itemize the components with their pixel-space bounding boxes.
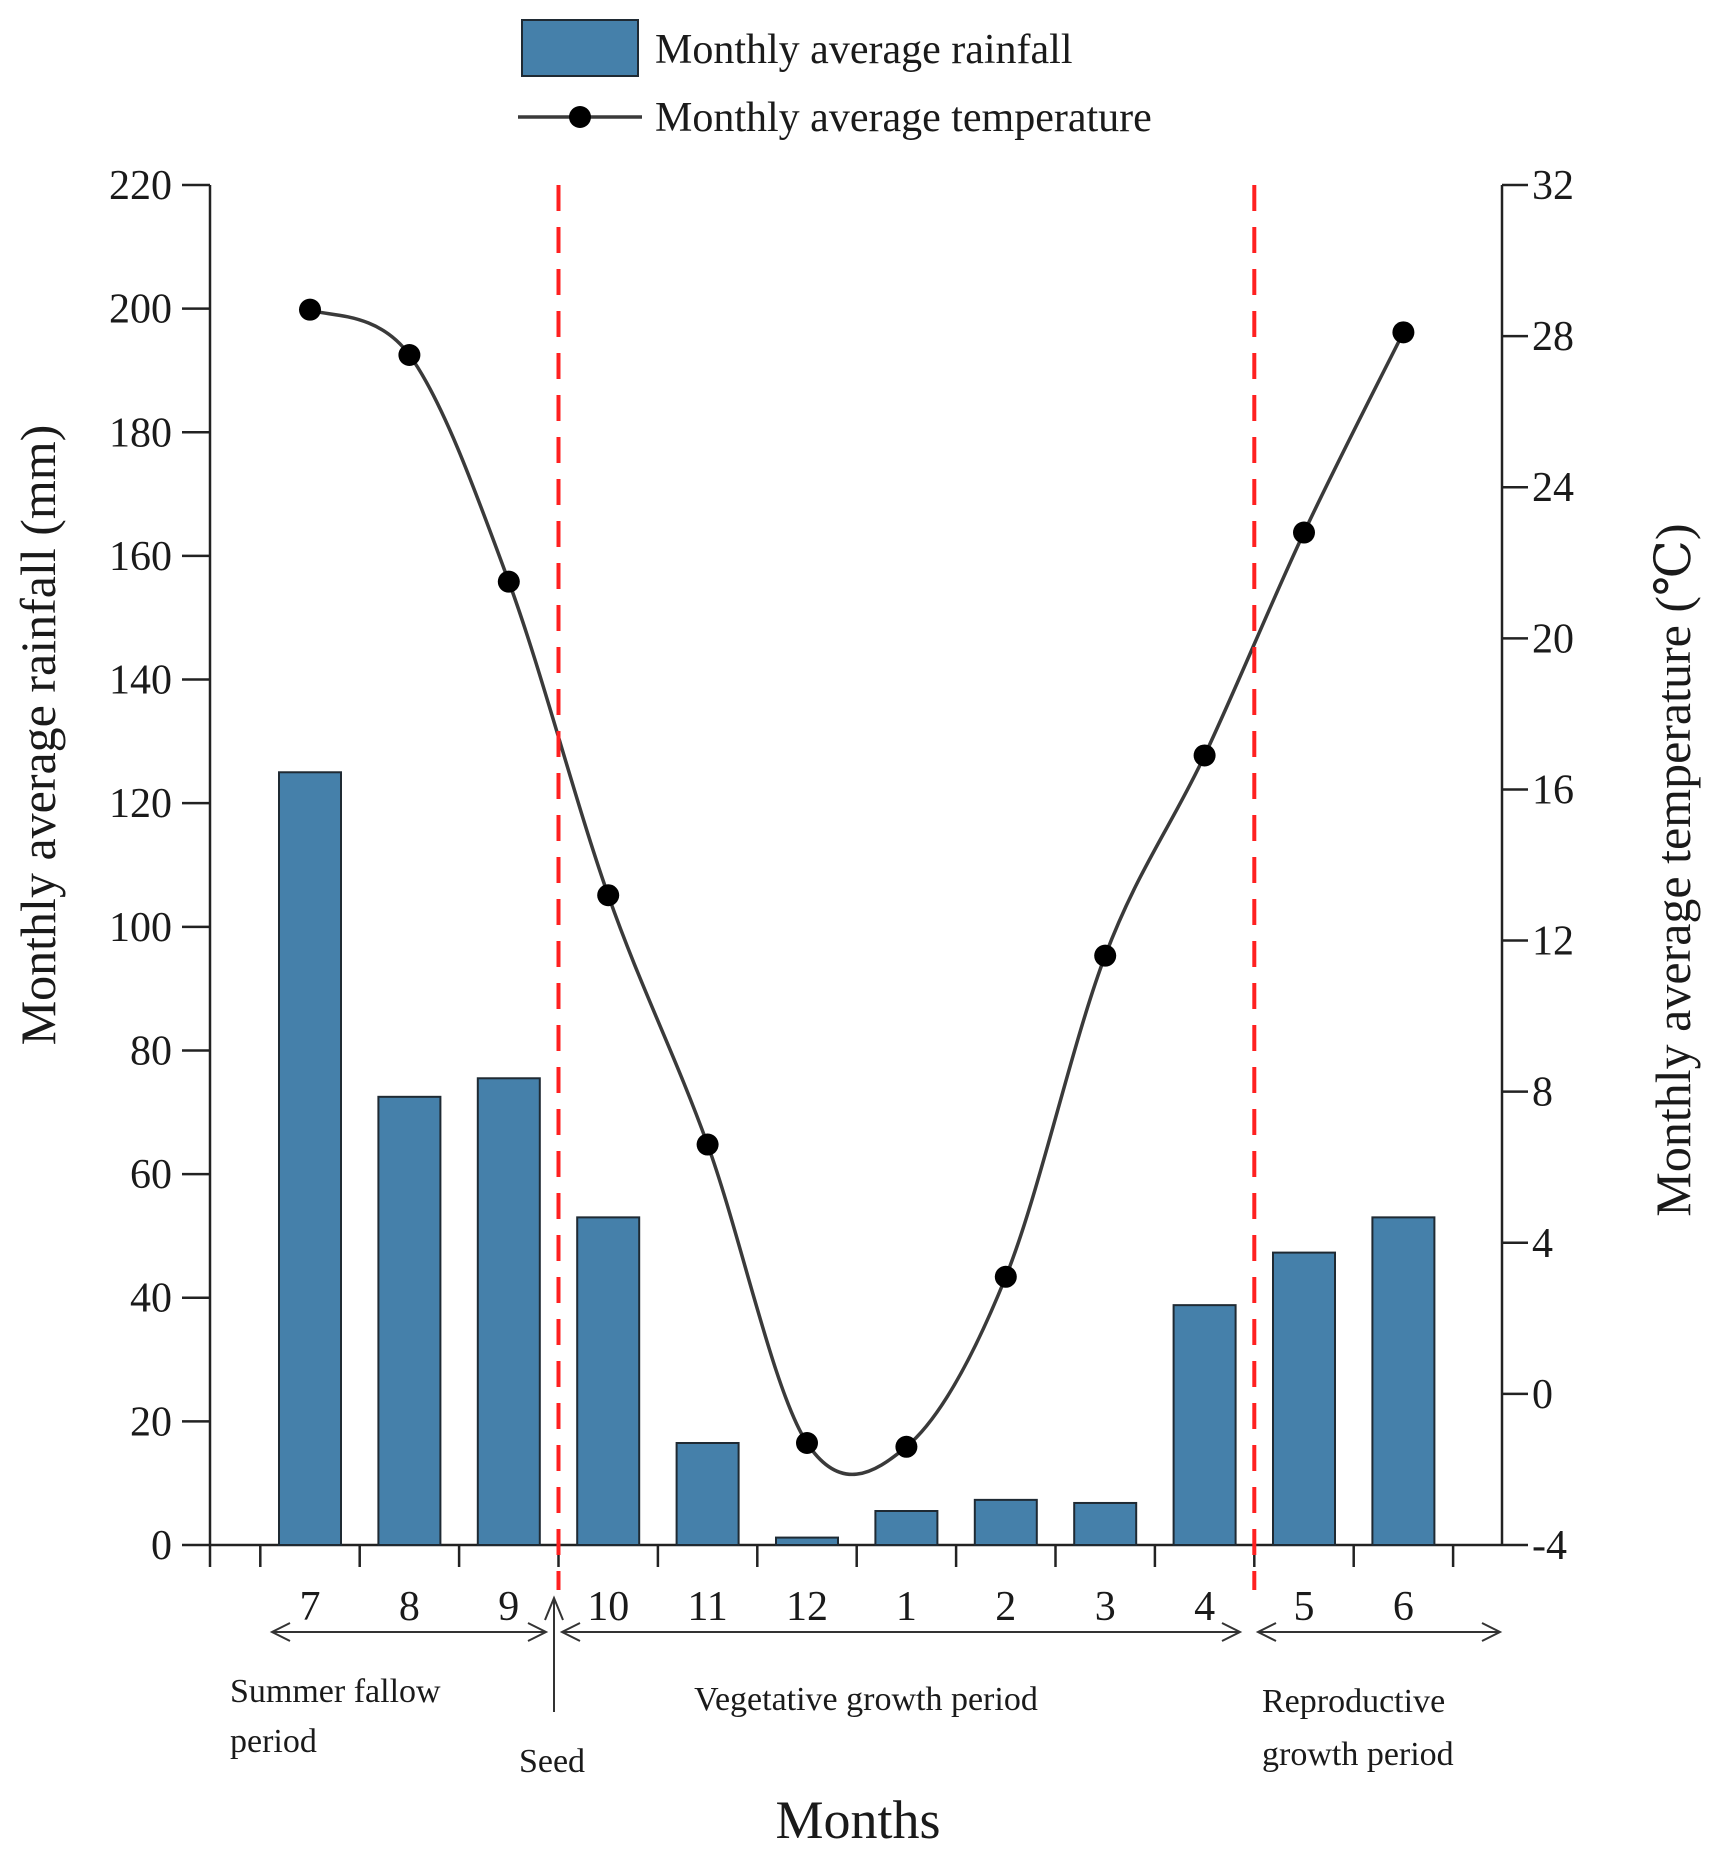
left-y-tick-label: 120 [109,781,172,827]
rainfall-bars [278,771,1436,1547]
seed-arrow-head [544,1595,564,1621]
bar-9 [476,1077,541,1546]
temperature-point-11 [696,1133,719,1156]
left-y-tick-label: 40 [130,1276,172,1322]
temperature-point-10 [597,884,620,907]
x-axis-title: Months [775,1790,940,1850]
period-label-line: period [230,1723,317,1760]
temperature-line-layer [299,298,1415,1477]
bar-10 [576,1216,641,1546]
period-label-line: Summer fallow [230,1673,441,1710]
x-tick-label-6: 6 [1393,1584,1414,1630]
reproductive-arrow [1255,1622,1503,1642]
right-y-tick-label: 0 [1532,1372,1553,1418]
x-tick-label-5: 5 [1294,1584,1315,1630]
legend-bar-swatch [521,19,639,77]
bar-8 [377,1095,442,1547]
temperature-point-6 [1392,321,1415,344]
temperature-point-3 [1094,944,1117,967]
bar-11 [675,1442,740,1546]
right-y-tick-label: 28 [1532,314,1574,360]
arrow-head-right [527,1622,549,1642]
right-y-tick-label: 8 [1532,1070,1553,1116]
bar-3 [1073,1501,1138,1546]
right-y-tick-label: 32 [1532,163,1574,209]
x-tick-label-1: 1 [896,1584,917,1630]
left-y-tick-label: 60 [130,1152,172,1198]
temperature-point-1 [895,1435,918,1458]
x-tick-label-7: 7 [300,1584,321,1630]
x-tick-label-11: 11 [687,1584,727,1630]
left-y-tick-label: 180 [109,410,172,456]
left-y-tick-label: 220 [109,163,172,209]
bar-12 [775,1536,839,1546]
bar-5 [1272,1251,1336,1546]
left-y-tick-label: 160 [109,534,172,580]
period-dividers [556,185,1257,1590]
legend-temperature-label: Monthly average temperature [655,95,1152,141]
period-label-line: Vegetative growth period [694,1681,1038,1718]
right-y-tick-label: -4 [1532,1523,1567,1569]
temperature-point-7 [299,298,321,321]
period-label-line: Reproductive [1262,1683,1445,1720]
right-y-axis-title: Monthly average temperature (℃) [1645,523,1701,1216]
arrow-head-right [1221,1622,1243,1642]
vegetative-arrow [559,1622,1243,1642]
temperature-point-4 [1193,744,1216,767]
seed-annotation: Seed [519,1743,585,1780]
left-y-tick-label: 140 [109,658,172,704]
arrow-head-left [269,1622,291,1642]
left-y-tick-label: 0 [151,1523,172,1569]
x-tick-label-8: 8 [399,1584,420,1630]
period-label-line: growth period [1262,1736,1454,1773]
bar-7 [278,771,342,1546]
right-y-tick-label: 20 [1532,616,1574,662]
temperature-point-8 [398,344,421,366]
x-tick-label-9: 9 [498,1584,519,1630]
arrow-head-left [559,1622,581,1642]
legend-marker-swatch [569,106,591,128]
x-tick-label-4: 4 [1194,1584,1215,1630]
left-y-axis-title: Monthly average rainfall (mm) [10,425,66,1046]
temperature-point-9 [497,570,520,593]
temperature-point-2 [994,1265,1017,1288]
labels-layer: Months Monthly average rainfall (mm) Mon… [10,163,1701,1850]
x-tick-label-2: 2 [995,1584,1016,1630]
arrow-head-right [1481,1622,1503,1642]
bar-6 [1371,1216,1436,1546]
right-y-tick-label: 16 [1532,767,1574,813]
x-tick-label-3: 3 [1095,1584,1116,1630]
right-y-tick-label: 4 [1532,1221,1553,1267]
left-y-tick-label: 200 [109,287,172,333]
bar-4 [1172,1304,1237,1547]
legend: Monthly average rainfall Monthly average … [518,19,1152,141]
x-tick-label-12: 12 [786,1584,828,1630]
temperature-line [309,308,1405,1477]
right-y-tick-label: 24 [1532,465,1574,511]
left-y-tick-label: 100 [109,905,172,951]
left-y-tick-label: 80 [130,1028,172,1074]
summer-fallow-arrow [269,1622,549,1642]
left-y-tick-label: 20 [130,1399,172,1445]
arrow-head-left [1255,1622,1277,1642]
right-y-tick-label: 12 [1532,919,1574,965]
temperature-point-12 [796,1432,818,1454]
bar-1 [874,1510,939,1546]
bar-2 [973,1498,1038,1546]
legend-rainfall-label: Monthly average rainfall [655,27,1073,73]
x-tick-label-10: 10 [587,1584,629,1630]
temperature-point-5 [1293,521,1315,544]
